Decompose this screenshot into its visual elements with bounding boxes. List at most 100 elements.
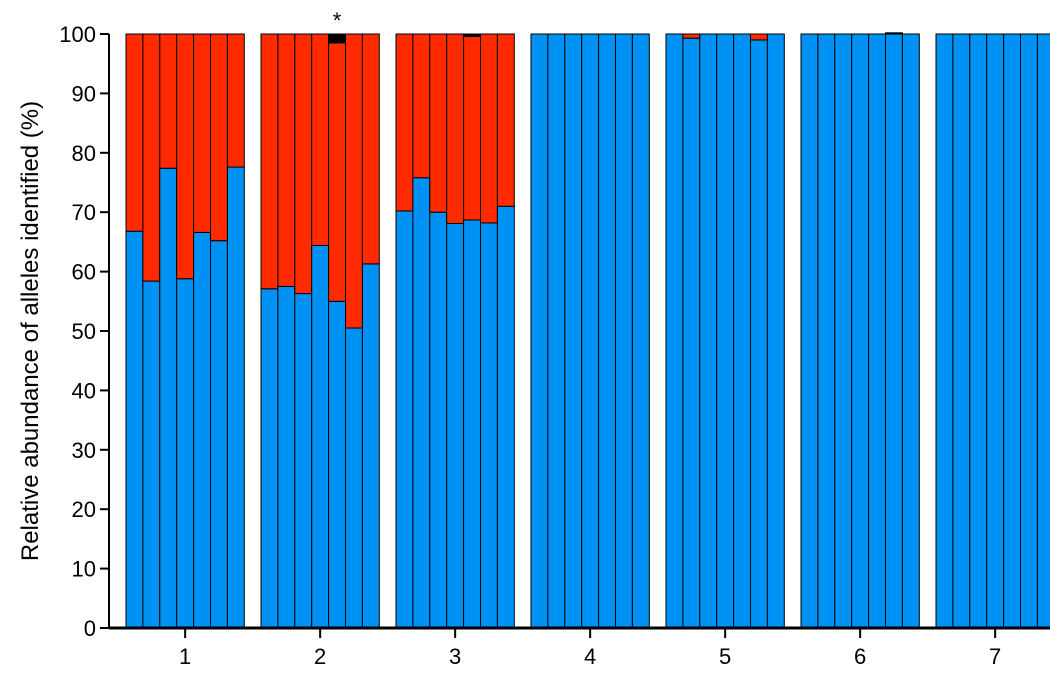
bar-segment-s1-g7-b7: [1036, 33, 1050, 629]
bar-segment-s2-g2-b5: [328, 42, 347, 302]
x-tick-label: 5: [719, 644, 731, 669]
bar-segment-s1-g7-b5: [1003, 33, 1021, 629]
bar-segment-s1-g1-b4: [176, 278, 195, 629]
bar-segment-s1-g5-b6: [750, 39, 768, 629]
bar-segment-s1-g7-b6: [1020, 33, 1038, 629]
bar-segment-s1-g7-b1: [935, 33, 954, 629]
bar-segment-s1-g5-b1: [665, 33, 684, 629]
bar-segment-s1-g2-b2: [277, 285, 296, 629]
bar-segment-s3-g2-b5: [328, 33, 347, 44]
bar-segment-s1-g5-b3: [699, 33, 718, 629]
y-tick-label: 10: [72, 557, 96, 582]
bar-segment-s2-g1-b6: [210, 33, 228, 242]
y-tick-label: 70: [72, 200, 96, 225]
bar-segment-s2-g2-b2: [277, 33, 296, 287]
y-tick-label: 80: [72, 141, 96, 166]
x-tick-label: 1: [179, 644, 191, 669]
bar-segment-s2-g3-b6: [480, 33, 498, 224]
bar-segment-s1-g6-b4: [851, 33, 870, 629]
bar-segment-s2-g1-b1: [125, 33, 144, 232]
bar-segment-s1-g2-b7: [361, 263, 380, 629]
bar-segment-s1-g1-b7: [226, 166, 245, 629]
bar-segment-s2-g2-b6: [345, 33, 363, 329]
bar-segment-s1-g2-b6: [345, 327, 363, 629]
bar-segment-s2-g3-b7: [496, 33, 515, 207]
bar-segment-s1-g1-b1: [125, 230, 144, 629]
x-tick-label: 7: [989, 644, 1001, 669]
bar-segment-s1-g4-b6: [615, 33, 633, 629]
bar-segment-s2-g5-b2: [682, 33, 701, 39]
x-tick-label: 4: [584, 644, 596, 669]
bar-segment-s1-g5-b5: [733, 33, 751, 629]
bar-segment-s1-g7-b2: [952, 33, 971, 629]
bar-segment-s1-g6-b5: [868, 33, 886, 629]
bar-segment-s1-g3-b4: [446, 222, 465, 629]
y-ticks: 0 10 20 30 40 50 60 70 80 90 100: [59, 22, 109, 641]
x-tick-label: 3: [449, 644, 461, 669]
y-tick-label: 50: [72, 319, 96, 344]
bar-segment-s1-g3-b2: [412, 177, 431, 629]
bar-segment-s1-g4-b3: [564, 33, 583, 629]
bar-segment-s1-g7-b3: [969, 33, 988, 629]
x-tick-label: 6: [854, 644, 866, 669]
bar-segment-s1-g4-b7: [631, 33, 650, 629]
bar-segment-s1-g6-b3: [834, 33, 853, 629]
bar-segment-s1-g3-b5: [463, 219, 482, 629]
y-tick-label: 0: [84, 616, 96, 641]
bar-segment-s1-g4-b1: [530, 33, 549, 629]
bar-segment-s2-g2-b7: [361, 33, 380, 265]
y-tick-label: 90: [72, 81, 96, 106]
bar-segment-s2-g1-b4: [176, 33, 195, 280]
y-tick-label: 30: [72, 438, 96, 463]
bar-segment-s1-g3-b1: [395, 210, 414, 629]
bar-segment-s2-g3-b2: [412, 33, 431, 179]
bar-segment-s1-g5-b2: [682, 37, 701, 629]
bar-segment-s2-g5-b6: [750, 33, 768, 41]
bar-segment-s1-g4-b4: [581, 33, 600, 629]
bar-segment-s1-g2-b3: [294, 293, 313, 629]
x-tick-label: 2: [314, 644, 326, 669]
bar-segment-s2-g1-b2: [142, 33, 161, 282]
bar-segment-s1-g6-b1: [800, 33, 819, 629]
bar-segment-s2-g1-b5: [193, 33, 212, 233]
bar-segment-s2-g1-b7: [226, 33, 245, 168]
y-tick-label: 60: [72, 260, 96, 285]
y-axis-title: Relative abundance of alleles identified…: [17, 101, 44, 561]
bar-segment-s3-g3-b5: [463, 33, 482, 37]
bar-segment-s2-g3-b5: [463, 35, 482, 221]
bar-segment-s1-g1-b6: [210, 240, 228, 629]
bar-segment-s1-g1-b5: [193, 231, 212, 629]
bar-segment-s2-g3-b4: [446, 33, 465, 224]
bar-segment-s3-g6-b6: [885, 32, 903, 35]
bar-segment-s2-g3-b1: [395, 33, 414, 212]
annotations: *: [333, 8, 342, 33]
y-tick-label: 20: [72, 497, 96, 522]
bar-segment-s2-g2-b3: [294, 33, 313, 295]
bars-layer: [125, 32, 1050, 629]
bar-segment-s2-g2-b4: [311, 33, 330, 246]
bar-segment-s1-g6-b6: [885, 33, 903, 629]
bar-segment-s1-g4-b5: [598, 33, 616, 629]
bar-segment-s2-g1-b3: [159, 33, 178, 169]
bar-segment-s1-g1-b2: [142, 280, 161, 629]
bar-segment-s2-g2-b1: [260, 33, 279, 290]
bar-segment-s1-g7-b4: [986, 33, 1005, 629]
bar-segment-s1-g4-b2: [547, 33, 566, 629]
y-tick-label: 100: [59, 22, 96, 47]
bar-segment-s1-g6-b2: [817, 33, 836, 629]
annotation-asterisk: *: [333, 8, 342, 33]
bar-segment-s1-g5-b4: [716, 33, 735, 629]
bar-segment-s1-g3-b6: [480, 222, 498, 629]
bar-segment-s1-g2-b1: [260, 288, 279, 629]
bar-segment-s1-g2-b5: [328, 300, 347, 629]
y-tick-label: 40: [72, 378, 96, 403]
bar-segment-s2-g3-b3: [429, 33, 448, 213]
x-ticks: 1 2 3 4 5 6 7: [179, 628, 1001, 669]
bar-segment-s1-g3-b7: [496, 205, 515, 629]
bar-segment-s1-g3-b3: [429, 211, 448, 629]
bar-segment-s1-g1-b3: [159, 167, 178, 629]
bar-segment-s1-g2-b4: [311, 244, 330, 629]
bar-segment-s1-g6-b7: [901, 33, 920, 629]
bar-segment-s1-g5-b7: [766, 33, 785, 629]
